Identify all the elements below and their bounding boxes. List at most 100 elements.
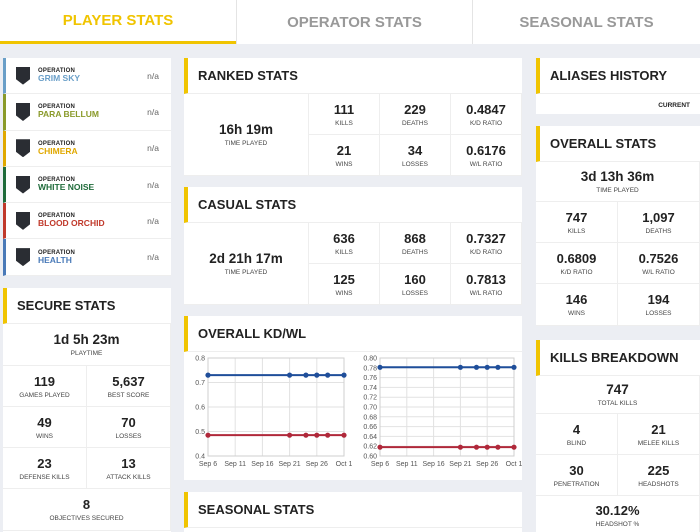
casual-stats-title: CASUAL STATS (184, 187, 522, 223)
operation-value: n/a (147, 179, 159, 190)
casual-losses: 160 LOSSES (380, 264, 451, 305)
data-point (511, 364, 517, 370)
data-point (303, 432, 309, 438)
tab-player-stats[interactable]: PLAYER STATS (0, 0, 236, 44)
stat-label: LOSSES (115, 432, 142, 440)
stat-value: 4 (572, 421, 581, 437)
ranked-stats-card: RANKED STATS 16h 19m TIME PLAYED 111 KILLS… (184, 58, 522, 176)
wins-stat: 49 WINS (3, 407, 87, 448)
stat-label: HEADSHOT % (595, 521, 640, 528)
x-tick-label: Sep 16 (251, 461, 273, 468)
stat-value: 0.4847 (466, 101, 506, 117)
ranked-wl-ratio: 0.6176 W/L RATIO (451, 135, 522, 176)
operation-text: OPERATION WHITE NOISE (38, 177, 147, 192)
overall-kd-ratio: 0.6809 K/D RATIO (536, 243, 618, 284)
y-tick-label: 0.60 (363, 454, 377, 461)
operation-prefix: OPERATION (38, 177, 76, 184)
kills-breakdown-card: KILLS BREAKDOWN 747 TOTAL KILLS 4 BLIND 21… (536, 340, 700, 532)
operations-list: OPERATION GRIM SKY n/a OPERATION PARA BELLUM… (3, 58, 171, 276)
operation-value: n/a (147, 106, 159, 117)
operation-text: OPERATION HEALTH (38, 250, 147, 265)
y-tick-label: 0.80 (363, 356, 377, 363)
x-tick-label: Sep 11 (396, 461, 418, 468)
current-alias-label: CURRENT (658, 102, 690, 109)
casual-time-played: 2d 21h 17m TIME PLAYED (184, 223, 309, 305)
stat-value: 229 (404, 101, 426, 117)
operation-name: HEALTH (38, 254, 72, 265)
stat-label: TIME PLAYED (224, 269, 268, 276)
operation-item[interactable]: OPERATION PARA BELLUM n/a (3, 94, 171, 131)
tab-seasonal-stats[interactable]: SEASONAL STATS (472, 0, 700, 44)
ranked-kd-ratio: 0.4847 K/D RATIO (451, 94, 522, 135)
stat-label: LOSSES (645, 310, 672, 317)
operation-icon (16, 66, 30, 85)
stat-value: 0.6176 (466, 142, 506, 158)
data-point (205, 372, 211, 378)
overall-deaths: 1,097 DEATHS (618, 202, 700, 243)
stat-value: 125 (333, 271, 355, 287)
stat-value: 49 (37, 414, 52, 430)
operation-name: CHIMERA (38, 145, 78, 156)
stat-label: LOSSES (401, 160, 428, 168)
operation-item[interactable]: OPERATION CHIMERA n/a (3, 130, 171, 167)
casual-stats-card: CASUAL STATS 2d 21h 17m TIME PLAYED 636 KI… (184, 187, 522, 305)
stat-value: 16h 19m (218, 122, 274, 137)
operation-value: n/a (147, 70, 159, 81)
tab-operator-stats[interactable]: OPERATOR STATS (236, 0, 472, 44)
data-point (341, 432, 347, 438)
y-tick-label: 0.74 (363, 385, 377, 392)
stat-label: W/L RATIO (642, 268, 675, 276)
operation-item[interactable]: OPERATION BLOOD ORCHID n/a (3, 203, 171, 240)
stat-value: 119 (34, 373, 55, 389)
y-tick-label: 0.66 (363, 424, 377, 431)
stats-tabs: PLAYER STATS OPERATOR STATS SEASONAL STA… (0, 0, 700, 44)
casual-kd-ratio: 0.7327 K/D RATIO (451, 223, 522, 264)
stat-value: 160 (404, 271, 426, 287)
data-point (484, 444, 490, 450)
stat-label: HEADSHOTS (638, 480, 679, 488)
secure-stats-title: SECURE STATS (3, 288, 171, 324)
x-tick-label: Sep 6 (199, 461, 217, 468)
y-tick-label: 0.7 (195, 380, 205, 387)
stat-label: LOSSES (401, 289, 428, 297)
ranked-time-played: 16h 19m TIME PLAYED (184, 94, 309, 176)
y-tick-label: 0.4 (195, 454, 205, 461)
stat-value: 194 (647, 292, 670, 307)
stat-value: 0.6809 (556, 250, 597, 266)
stat-label: PENETRATION (553, 480, 600, 488)
data-point (484, 364, 490, 370)
stat-value: 0.7327 (466, 230, 506, 246)
aliases-history-card: ALIASES HISTORY CURRENT (536, 58, 700, 114)
stat-value: 3d 13h 36m (580, 169, 655, 184)
stat-label: OBJECTIVES SECURED (49, 515, 124, 522)
data-point (314, 432, 320, 438)
y-tick-label: 0.5 (195, 429, 205, 436)
operation-item[interactable]: OPERATION GRIM SKY n/a (3, 58, 171, 95)
stat-value: 747 (565, 209, 588, 225)
data-point (325, 432, 331, 438)
x-tick-label: Sep 16 (423, 461, 445, 468)
ranked-losses: 34 LOSSES (380, 135, 451, 176)
stat-label: DEFENSE KILLS (19, 473, 70, 481)
objectives-secured-stat: 8 OBJECTIVES SECURED (3, 489, 171, 531)
overall-kdwl-title: OVERALL KD/WL (184, 316, 522, 352)
ranked-wins: 21 WINS (309, 135, 380, 176)
data-point (495, 444, 501, 450)
stat-label: GAMES PLAYED (19, 391, 70, 399)
y-tick-label: 0.72 (363, 395, 377, 402)
stat-value: 636 (333, 230, 355, 246)
x-tick-label: Sep 26 (476, 461, 498, 468)
data-point (341, 372, 347, 378)
data-point (495, 364, 501, 370)
attack-kills-stat: 13 ATTACK KILLS (87, 448, 171, 489)
stat-label: K/D RATIO (469, 248, 503, 256)
y-tick-label: 0.76 (363, 375, 377, 382)
operation-item[interactable]: OPERATION HEALTH n/a (3, 239, 171, 276)
aliases-history-title: ALIASES HISTORY (536, 58, 700, 94)
losses-stat: 70 LOSSES (87, 407, 171, 448)
y-tick-label: 0.62 (363, 444, 377, 451)
y-tick-label: 0.64 (363, 434, 377, 441)
operation-item[interactable]: OPERATION WHITE NOISE n/a (3, 166, 171, 204)
overall-time-played: 3d 13h 36m TIME PLAYED (536, 162, 700, 202)
